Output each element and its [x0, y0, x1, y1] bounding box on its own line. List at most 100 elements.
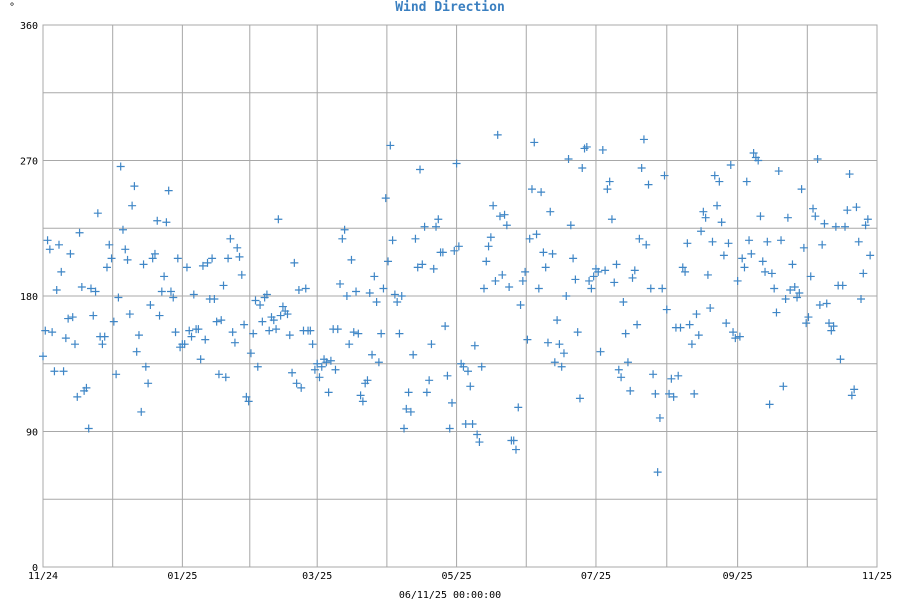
data-point — [756, 212, 765, 221]
data-point — [374, 358, 383, 367]
data-point — [594, 267, 603, 276]
data-point — [829, 322, 838, 331]
data-point — [713, 201, 722, 210]
data-point — [214, 370, 223, 379]
data-point — [413, 263, 422, 272]
data-point — [93, 209, 102, 218]
data-point — [831, 222, 840, 231]
data-point — [256, 301, 265, 310]
data-point — [381, 194, 390, 203]
data-point — [610, 278, 619, 287]
data-point — [596, 347, 605, 356]
data-point — [155, 311, 164, 320]
data-point — [226, 234, 235, 243]
data-point — [169, 293, 178, 302]
data-point — [249, 329, 258, 338]
data-point — [315, 373, 324, 382]
data-point — [662, 305, 671, 314]
data-point — [409, 350, 418, 359]
data-point — [786, 285, 795, 294]
data-point — [847, 391, 856, 400]
data-point — [70, 340, 79, 349]
data-point — [288, 368, 297, 377]
data-point — [715, 177, 724, 186]
data-point — [658, 284, 667, 293]
data-point — [525, 234, 534, 243]
data-point — [621, 329, 630, 338]
data-point — [473, 430, 482, 439]
data-point — [813, 154, 822, 163]
data-point — [850, 385, 859, 394]
data-point — [228, 328, 237, 337]
data-point — [411, 234, 420, 243]
data-point — [484, 242, 493, 251]
data-point — [370, 272, 379, 281]
data-point — [717, 218, 726, 227]
data-point — [722, 319, 731, 328]
data-point — [377, 329, 386, 338]
data-point — [363, 376, 372, 385]
data-point — [438, 248, 447, 257]
data-points — [39, 130, 875, 477]
data-point — [543, 338, 552, 347]
data-point — [230, 338, 239, 347]
data-point — [153, 216, 162, 225]
data-point — [466, 382, 475, 391]
y-tick-label: 270 — [20, 157, 38, 168]
data-point — [685, 320, 694, 329]
data-point — [827, 326, 836, 335]
data-point — [619, 298, 628, 307]
data-point — [294, 285, 303, 294]
data-point — [100, 332, 109, 341]
data-point — [265, 326, 274, 335]
data-point — [130, 182, 139, 191]
data-point — [502, 221, 511, 230]
data-point — [235, 252, 244, 261]
x-tick-label: 05/25 — [442, 571, 472, 582]
data-point — [825, 319, 834, 328]
data-point — [706, 304, 715, 313]
data-point — [164, 186, 173, 195]
data-point — [388, 236, 397, 245]
data-point — [701, 213, 710, 222]
data-point — [459, 362, 468, 371]
data-point — [603, 185, 612, 194]
data-point — [365, 288, 374, 297]
data-point — [687, 340, 696, 349]
data-point — [306, 326, 315, 335]
data-point — [575, 394, 584, 403]
data-point — [50, 367, 59, 376]
data-point — [107, 254, 116, 263]
data-point — [139, 260, 148, 269]
data-point — [518, 276, 527, 285]
data-point — [452, 159, 461, 168]
data-point — [43, 236, 52, 245]
data-point — [342, 292, 351, 300]
data-point — [185, 326, 194, 335]
data-point — [585, 276, 594, 285]
data-point — [511, 445, 520, 454]
data-point — [690, 389, 699, 398]
data-point — [75, 228, 84, 237]
data-point — [642, 240, 651, 249]
data-point — [345, 340, 354, 349]
data-point — [274, 215, 283, 224]
data-point — [416, 165, 425, 174]
data-point — [406, 407, 415, 416]
data-point — [418, 260, 427, 269]
data-point — [372, 298, 381, 307]
data-point — [724, 239, 733, 248]
data-point — [253, 362, 262, 371]
data-point — [384, 257, 393, 266]
data-point — [697, 227, 706, 236]
data-point — [326, 356, 335, 365]
data-point — [742, 177, 751, 186]
data-point — [427, 340, 436, 349]
data-point — [854, 237, 863, 246]
data-point — [162, 218, 171, 227]
grid — [42, 24, 878, 568]
y-tick-label: 180 — [20, 292, 38, 303]
data-point — [358, 397, 367, 406]
data-point — [637, 164, 646, 173]
data-point — [251, 296, 260, 305]
